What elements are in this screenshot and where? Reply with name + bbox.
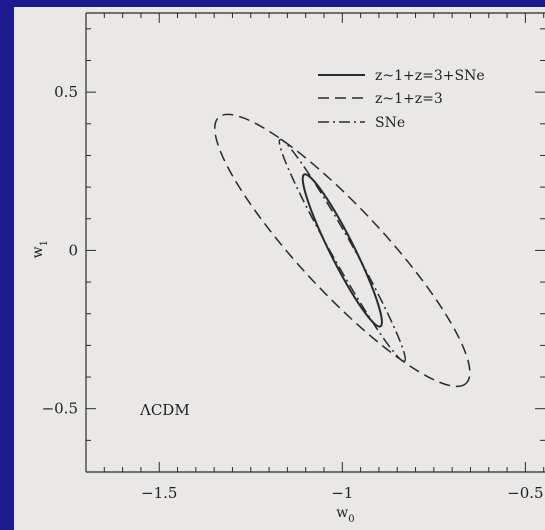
- y-tick-label: 0.5: [54, 83, 78, 101]
- x-tick-label: −1.5: [141, 484, 177, 502]
- plot-frame-layer: [85, 12, 545, 473]
- contour-dashed: [214, 113, 471, 388]
- legend-label-combined: z~1+z=3+SNe: [375, 68, 485, 84]
- contour-dash-dot: [278, 138, 407, 363]
- y-axis-label-subscript: 1: [39, 240, 50, 246]
- contour-solid: [301, 173, 383, 328]
- legend-label-z1-z3: z~1+z=3: [375, 91, 443, 107]
- ticks-layer: −1.5 −1 −0.5 −0.5 0 0.5: [42, 13, 545, 502]
- x-axis-label: w0: [336, 505, 354, 525]
- plot-panel: [14, 7, 545, 530]
- contours-layer: [214, 113, 471, 388]
- y-axis-label: w1: [30, 240, 50, 258]
- x-axis-label-subscript: 0: [348, 514, 354, 525]
- y-tick-label: 0: [68, 241, 78, 259]
- y-axis-label-main: w: [30, 246, 46, 258]
- x-axis-label-main: w: [336, 505, 348, 521]
- y-tick-label: −0.5: [42, 400, 78, 418]
- legend: z~1+z=3+SNe z~1+z=3 SNe: [318, 68, 485, 131]
- lcdm-annotation: ΛCDM: [139, 401, 190, 419]
- x-tick-label: −0.5: [507, 484, 543, 502]
- x-tick-label: −1: [331, 484, 353, 502]
- legend-label-sne: SNe: [375, 115, 405, 131]
